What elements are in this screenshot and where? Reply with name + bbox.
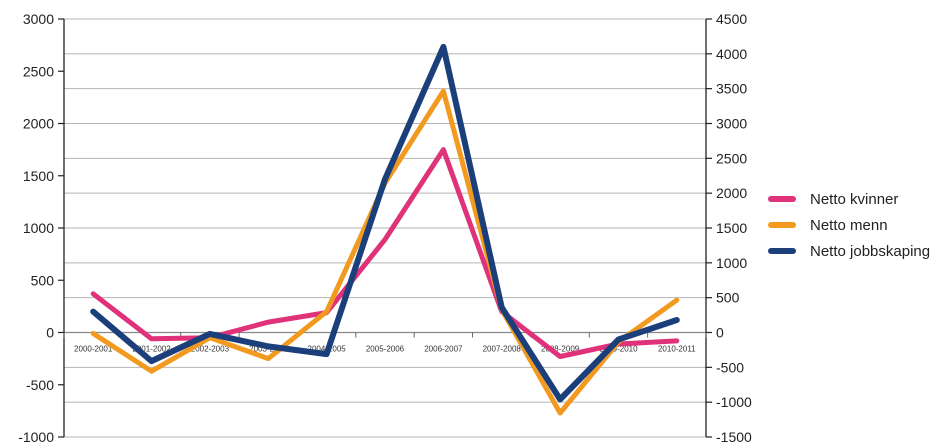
x-tick-label: 2001-2002	[132, 345, 171, 354]
right-tick-label: 3000	[716, 116, 747, 132]
left-tick-label: 1000	[23, 220, 54, 236]
right-tick-label: 3500	[716, 81, 747, 97]
left-tick-label: 0	[46, 325, 54, 341]
x-tick-label: 2009-2010	[599, 345, 638, 354]
right-tick-label: -1500	[716, 429, 752, 445]
right-tick-label: -500	[716, 359, 744, 375]
right-tick-label: 500	[716, 290, 740, 306]
legend-swatch-jobbskaping	[768, 248, 796, 254]
series-line-netto-menn	[90, 88, 680, 416]
legend-swatch-kvinner	[768, 196, 796, 202]
left-tick-label: 2500	[23, 63, 54, 79]
series-line-netto-kvinner	[90, 147, 680, 359]
right-tick-label: 0	[716, 325, 724, 341]
series-lines	[90, 43, 680, 416]
gridlines	[64, 18, 706, 438]
right-tick-label: 4000	[716, 46, 747, 62]
left-tick-label: -500	[26, 377, 54, 393]
legend-item-kvinner: Netto kvinner	[768, 186, 930, 212]
right-y-axis-ticks: 4500 4000 3500 3000 2500 2000 1500 1000 500 0 -500…	[706, 11, 752, 445]
x-tick-label: 2008-2009	[541, 345, 580, 354]
x-axis-ticks: 2000-2001 2001-2002 2002-2003 2003-2004 2004…	[63, 332, 707, 354]
legend-label: Netto jobbskaping	[810, 242, 931, 260]
left-tick-label: 1500	[23, 168, 54, 184]
legend-item-menn: Netto menn	[768, 212, 930, 238]
x-tick-label: 2007-2008	[483, 345, 522, 354]
left-tick-label: -1000	[18, 429, 54, 445]
legend-label: Netto kvinner	[810, 190, 899, 208]
x-tick-label: 2000-2001	[74, 345, 113, 354]
left-tick-label: 500	[31, 272, 55, 288]
legend-swatch-menn	[768, 222, 796, 228]
x-tick-label: 2006-2007	[424, 345, 463, 354]
right-tick-label: 2500	[716, 150, 747, 166]
legend-label: Netto menn	[810, 216, 888, 234]
right-tick-label: 1500	[716, 220, 747, 236]
right-tick-label: 4500	[716, 11, 747, 27]
x-tick-label: 2002-2003	[191, 345, 230, 354]
left-tick-label: 3000	[23, 11, 54, 27]
series-line-netto-jobbskaping	[90, 43, 680, 403]
legend-item-jobbskaping: Netto jobbskaping	[768, 238, 930, 264]
right-tick-label: -1000	[716, 394, 752, 410]
right-tick-label: 1000	[716, 255, 747, 271]
left-y-axis-ticks: 3000 2500 2000 1500 1000 500 0 -500 -1000	[18, 11, 64, 445]
x-tick-label: 2010-2011	[658, 345, 696, 354]
left-tick-label: 2000	[23, 116, 54, 132]
legend: Netto kvinner Netto menn Netto jobbskapi…	[768, 186, 930, 264]
x-tick-label: 2005-2006	[366, 345, 405, 354]
right-tick-label: 2000	[716, 185, 747, 201]
